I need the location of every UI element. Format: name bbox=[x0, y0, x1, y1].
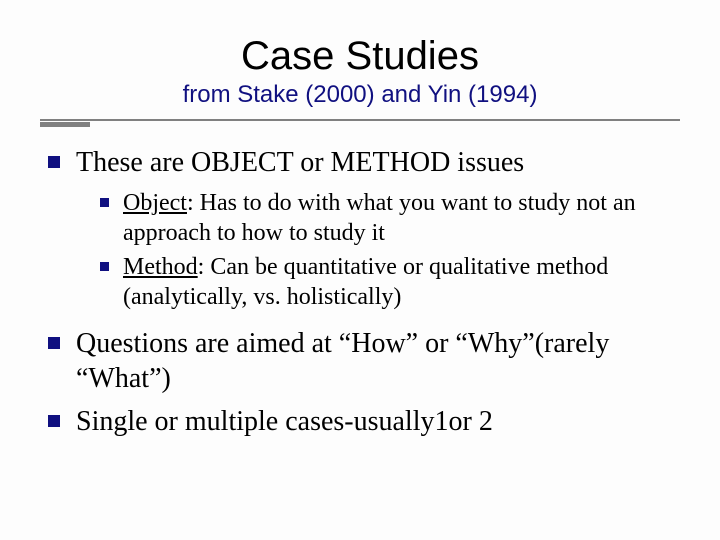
bullet-text: Method: Can be quantitative or qualitati… bbox=[123, 252, 680, 312]
slide-title: Case Studies bbox=[40, 34, 680, 79]
bullet-level2: Method: Can be quantitative or qualitati… bbox=[100, 252, 680, 312]
slide-subtitle: from Stake (2000) and Yin (1994) bbox=[40, 81, 680, 109]
bullet-text: Object: Has to do with what you want to … bbox=[123, 188, 680, 248]
bullet-text: Questions are aimed at “How” or “Why”(ra… bbox=[76, 326, 680, 396]
bullet-level1: Questions are aimed at “How” or “Why”(ra… bbox=[48, 326, 680, 396]
bullet-level2: Object: Has to do with what you want to … bbox=[100, 188, 680, 248]
title-underline bbox=[40, 119, 680, 127]
bullet-text: Single or multiple cases-usually1or 2 bbox=[76, 404, 493, 439]
square-bullet-icon bbox=[48, 337, 60, 349]
square-bullet-icon bbox=[100, 262, 109, 271]
bullet-level1: These are OBJECT or METHOD issues bbox=[48, 145, 680, 180]
bullet-text: These are OBJECT or METHOD issues bbox=[76, 145, 524, 180]
square-bullet-icon bbox=[100, 198, 109, 207]
bullet-level1: Single or multiple cases-usually1or 2 bbox=[48, 404, 680, 439]
slide: Case Studies from Stake (2000) and Yin (… bbox=[0, 0, 720, 540]
square-bullet-icon bbox=[48, 415, 60, 427]
sub-bullet-group: Object: Has to do with what you want to … bbox=[48, 188, 680, 312]
square-bullet-icon bbox=[48, 156, 60, 168]
content-body: These are OBJECT or METHOD issues Object… bbox=[40, 145, 680, 439]
